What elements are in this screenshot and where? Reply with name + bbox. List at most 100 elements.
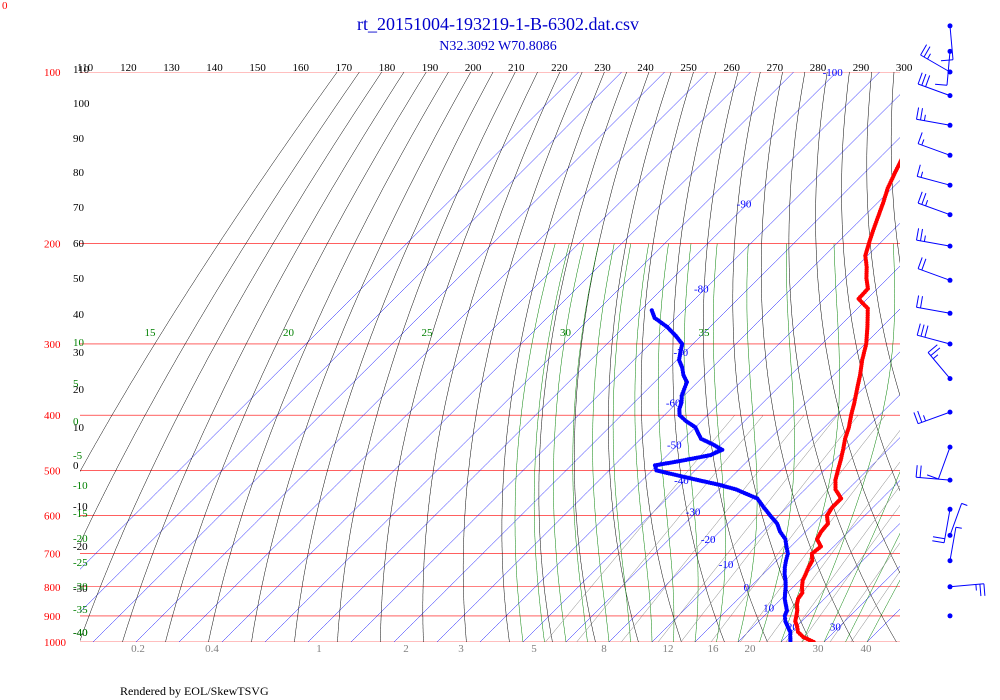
dry-adiabat-left-label: 0: [73, 460, 79, 472]
pressure-tick-label: 100: [44, 67, 61, 79]
moist-adiabat-line: [713, 243, 726, 642]
isotherm-line: [780, 523, 900, 642]
dry-adiabat-left-label: -40: [73, 627, 88, 639]
temperature-point: [903, 151, 907, 155]
wind-barb-staff: [949, 583, 984, 588]
dry-adiabat-line: [761, 72, 854, 642]
wind-barb-staff: [949, 25, 954, 60]
dry-adiabat-line: [165, 72, 427, 642]
wind-barb-flag: [915, 465, 918, 478]
temperature-point: [904, 147, 908, 151]
wind-barb-staff: [917, 83, 951, 97]
mixing-ratio-line: [710, 415, 886, 642]
dry-adiabat-line: [462, 72, 583, 642]
moist-adiabat-left-label: -20: [73, 533, 88, 545]
isotherm-label: -80: [694, 284, 709, 296]
temperature-point: [907, 141, 911, 145]
dry-adiabat-top-label: 220: [551, 62, 568, 74]
isotherm-line: [307, 72, 880, 642]
mixing-ratio-line: [829, 542, 900, 642]
dry-adiabat-top-label: 280: [810, 62, 827, 74]
temperature-point: [954, 64, 958, 68]
pressure-tick-label: 1000: [44, 637, 67, 649]
wind-barb-flag: [913, 412, 919, 424]
wind-barb-flag: [917, 410, 923, 423]
wind-barb-flag: [921, 193, 927, 205]
mixing-ratio-label: 3: [458, 643, 464, 655]
dewpoint-trace: [649, 308, 793, 642]
temperature-point: [912, 129, 916, 133]
temperature-point: [909, 137, 913, 141]
isotherm-line: [694, 437, 900, 642]
isotherm-line: [221, 72, 794, 642]
moist-adiabat-top-label: 35: [699, 327, 711, 339]
pressure-tick-label: 400: [44, 410, 61, 422]
wind-barb-staff: [946, 51, 951, 86]
dry-adiabat-top-label: 110: [77, 62, 94, 74]
pressure-tick-label: 500: [44, 465, 61, 477]
corner-label: 0: [2, 0, 8, 12]
dry-adiabat-left-label: 110: [73, 64, 90, 76]
wind-barb: [917, 257, 953, 283]
isotherm-line: [565, 308, 900, 642]
wind-barb-flag: [940, 59, 954, 62]
wind-barb-flag: [921, 73, 927, 86]
temperature-point: [938, 79, 942, 83]
temperature-point: [910, 135, 914, 139]
mixing-ratio-label: 0.2: [131, 643, 145, 655]
mixing-ratio-label: 40: [861, 643, 873, 655]
mixing-ratio-line: [545, 415, 735, 642]
wind-barb-flag: [983, 583, 986, 596]
mixing-ratio-label: 1: [316, 643, 322, 655]
wind-barb-staff: [920, 54, 951, 73]
isotherm-line: [479, 222, 900, 642]
isotherm-label: -100: [823, 67, 844, 79]
temperature-point: [941, 76, 945, 80]
wind-barb-flag: [925, 75, 931, 87]
isotherm-label: -10: [719, 559, 734, 571]
moist-adiabat-line: [737, 243, 758, 642]
wind-barb-staff: [917, 175, 951, 186]
wind-barb-flag: [920, 108, 923, 121]
pressure-tick-label: 300: [44, 339, 61, 351]
temperature-point: [926, 100, 930, 104]
temperature-point: [903, 149, 907, 153]
dry-adiabat-line: [866, 72, 900, 397]
moist-adiabat-line: [759, 243, 795, 642]
dry-adiabat-top-label: 140: [206, 62, 223, 74]
mixing-ratio-label: 2: [403, 643, 409, 655]
temperature-point: [971, 57, 975, 61]
mixing-ratio-line: [850, 570, 900, 642]
isotherm-line: [823, 565, 900, 642]
dry-adiabat-top-label: 270: [767, 62, 784, 74]
wind-barb: [917, 72, 953, 99]
mixing-ratio-label: 0.4: [205, 643, 219, 655]
isotherm-label: 0: [744, 582, 750, 594]
dry-adiabat-line: [251, 72, 472, 642]
temperature-point: [925, 105, 929, 109]
isotherm-label: 20: [787, 622, 799, 634]
dry-adiabat-top-label: 150: [249, 62, 266, 74]
wind-barb-flag: [926, 474, 939, 480]
moist-adiabat-left-label: -30: [73, 581, 88, 593]
dry-adiabat-top-label: 200: [465, 62, 482, 74]
dry-adiabat-left-label: 80: [73, 167, 85, 179]
dry-adiabat-line: [80, 72, 338, 472]
temperature-point: [960, 59, 964, 63]
sounding-traces: [649, 57, 975, 642]
pressure-tick-label: 700: [44, 549, 61, 561]
mixing-ratio-line: [739, 429, 900, 642]
moist-adiabat-line: [845, 532, 900, 642]
moist-adiabat-line: [572, 243, 599, 642]
wind-barb-flag: [920, 324, 925, 337]
dry-adiabat-left-label: 50: [73, 273, 85, 285]
dry-adiabat-line: [608, 72, 672, 642]
moist-adiabat-left-label: -25: [73, 557, 88, 569]
wind-barb-staff: [916, 476, 951, 481]
dry-adiabat-top-label: 180: [379, 62, 396, 74]
dry-adiabat-left-label: 30: [73, 347, 85, 359]
moist-adiabat-left-label: -35: [73, 604, 88, 616]
dry-adiabat-line: [703, 72, 768, 642]
wind-barb-staff: [917, 268, 951, 281]
